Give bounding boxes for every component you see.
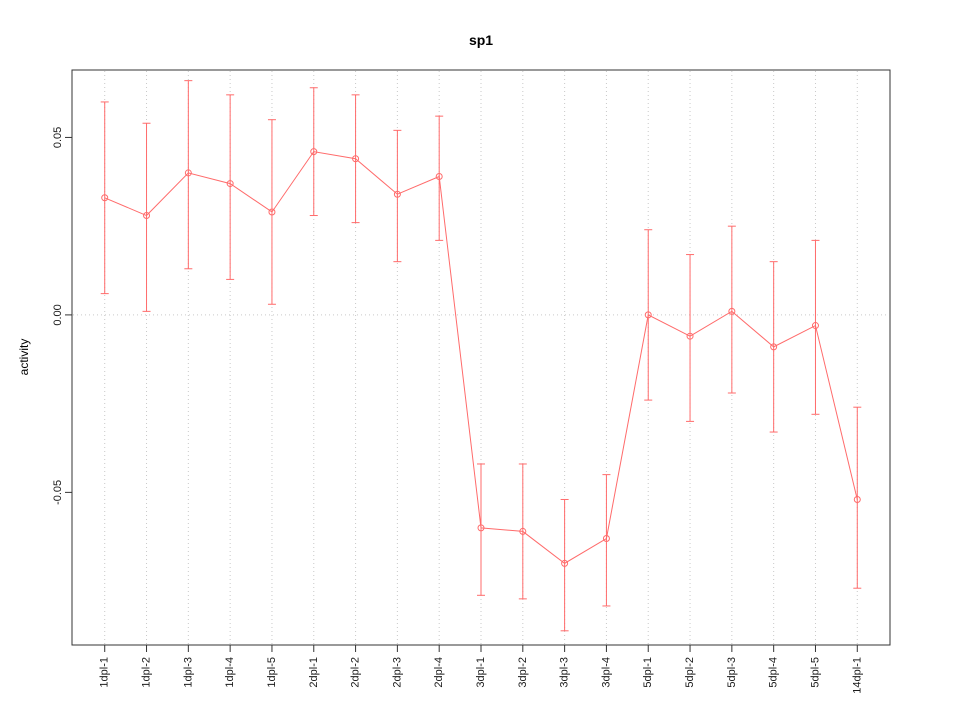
y-axis-label: activity [17,338,31,376]
data-point [728,307,736,315]
y-tick-label: -0.05 [52,480,64,505]
data-point [519,527,527,535]
x-tick-label: 2dpl-3 [391,657,403,688]
x-tick-label: 2dpl-1 [308,657,320,688]
y-tick-label: 0.00 [52,304,64,325]
x-tick-label: 1dpl-1 [99,657,111,688]
data-point [686,332,694,340]
data-point [602,535,610,543]
data-point [352,155,360,163]
data-point [435,172,443,180]
x-tick-label: 3dpl-1 [475,657,487,688]
x-tick-label: 2dpl-2 [350,657,362,688]
x-tick-label: 5dpl-3 [726,657,738,688]
x-tick-label: 1dpl-4 [224,657,236,688]
data-point [226,180,234,188]
x-tick-label: 1dpl-3 [182,657,194,688]
x-tick-label: 5dpl-1 [642,657,654,688]
x-tick-label: 3dpl-4 [600,657,612,688]
data-point [101,194,109,202]
data-point [770,343,778,351]
x-tick-label: 14dpl-1 [851,657,863,694]
x-tick-label: 5dpl-5 [809,657,821,688]
data-point [184,169,192,177]
x-tick-label: 1dpl-2 [141,657,153,688]
data-point [561,559,569,567]
data-point [853,495,861,503]
x-tick-label: 2dpl-4 [433,657,445,688]
chart-title: sp1 [468,32,494,48]
x-tick-label: 5dpl-4 [768,657,780,688]
x-tick-label: 3dpl-3 [559,657,571,688]
data-point [811,322,819,330]
data-point [310,148,318,156]
data-point [393,190,401,198]
data-point [143,212,151,220]
x-tick-label: 1dpl-5 [266,657,278,688]
data-point [268,208,276,216]
data-point [644,311,652,319]
x-tick-label: 5dpl-2 [684,657,696,688]
y-tick-label: 0.05 [52,127,64,148]
x-tick-label: 3dpl-2 [517,657,529,688]
series-line [104,151,858,564]
data-point [477,524,485,532]
